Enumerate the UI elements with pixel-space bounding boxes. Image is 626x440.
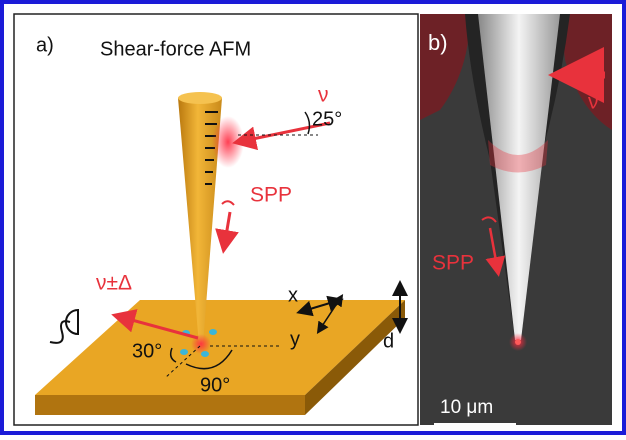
label: SPP [250, 184, 292, 207]
label: SPP [432, 252, 474, 275]
label: 90° [200, 374, 230, 396]
label: ν [318, 84, 329, 107]
label: 30° [132, 340, 162, 362]
label: ν±Δ [96, 272, 132, 295]
label: x [288, 284, 298, 306]
label: y [290, 328, 300, 350]
label: 25° [312, 108, 342, 130]
label: ν [588, 91, 599, 114]
scale-bar-label: 10 μm [440, 397, 493, 418]
label: d [383, 330, 394, 352]
panel-title: Shear-force AFM [100, 38, 251, 60]
panel-label: a) [36, 34, 54, 56]
panel-label: b) [428, 30, 448, 55]
panel-b [420, 14, 612, 425]
figure: a) Shear-force AFM ν 25° SPP ν±Δ x y d 3… [0, 0, 626, 435]
